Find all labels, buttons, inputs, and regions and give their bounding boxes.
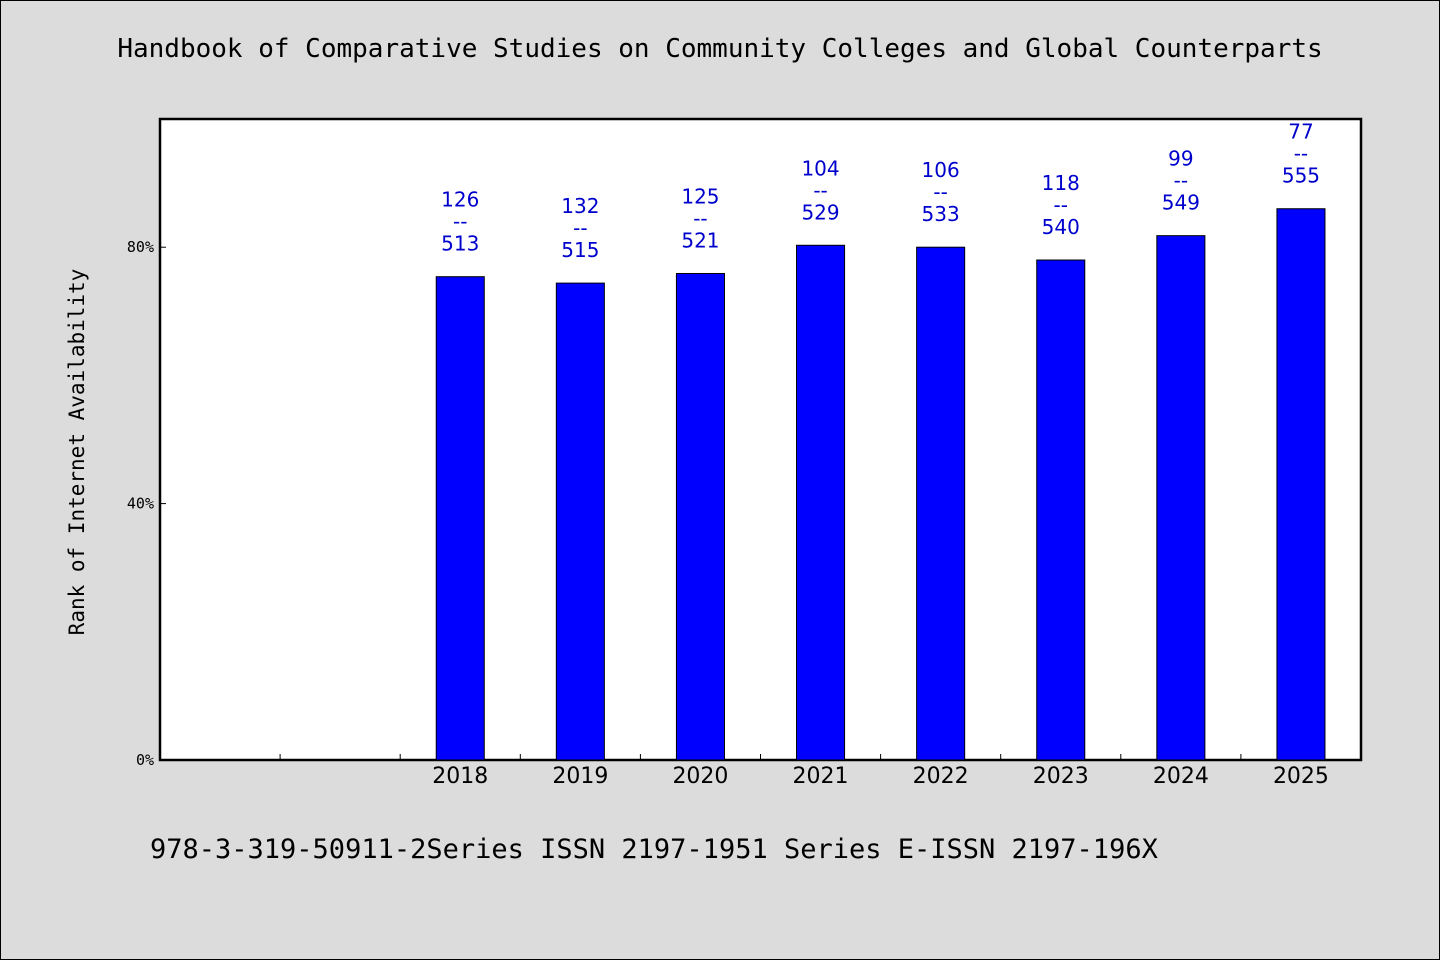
y-tick-label: 80% [127,238,154,256]
data-label-2021: 104 [801,156,839,180]
bar-2020 [675,272,725,761]
data-label-2018: 513 [441,232,479,256]
data-label-2021: 529 [801,200,839,224]
data-label-2020: 521 [681,228,719,252]
data-label-2018: 126 [441,188,479,212]
bar-2024 [1156,235,1206,761]
y-axis-label: Rank of Internet Availability [65,269,89,636]
x-axis: 2018 2019 2020 2021 2022 2023 2024 2025 [279,754,1329,789]
bar-2025 [1276,208,1326,761]
x-tick-label: 2019 [552,764,608,789]
data-label-2025: -- [1294,142,1308,166]
y-tick-label: 40% [127,495,154,513]
bar-2019 [555,282,605,761]
data-label-2025: 77 [1288,120,1313,144]
data-label-2024: 549 [1162,191,1200,215]
bar-2018 [435,276,485,761]
y-tick-label: 0% [136,751,154,769]
data-label-2023: -- [1054,193,1068,217]
x-tick-label: 2018 [432,764,488,789]
data-label-2019: 132 [561,194,599,218]
data-label-2024: 99 [1168,147,1193,171]
x-tick-label: 2025 [1273,764,1329,789]
y-axis: 0% 40% 80% [127,238,166,769]
data-label-2019: -- [573,216,587,240]
footer-isbn: 978-3-319-50911-2Series ISSN 2197-1951 S… [150,834,1158,865]
bar-2023 [1036,259,1086,761]
bar-2021 [796,244,846,761]
data-label-2024: -- [1174,169,1188,193]
data-label-2023: 118 [1042,171,1080,195]
x-tick-label: 2023 [1033,764,1089,789]
data-label-2022: 106 [922,158,960,182]
data-label-2025: 555 [1282,164,1320,188]
x-tick-label: 2024 [1153,764,1209,789]
chart-title: Handbook of Comparative Studies on Commu… [117,34,1323,64]
bar-2022 [916,246,966,761]
data-label-2023: 540 [1042,215,1080,239]
bars [435,208,1326,761]
data-label-2021: -- [813,178,827,202]
data-label-2018: -- [453,210,467,234]
data-label-2020: 125 [681,184,719,208]
x-tick-label: 2020 [672,764,728,789]
data-label-2020: -- [693,206,707,230]
x-tick-label: 2022 [913,764,969,789]
data-labels: 126--513132--515125--521104--529106--533… [441,120,1320,262]
data-label-2022: -- [933,180,947,204]
data-label-2019: 515 [561,238,599,262]
x-tick-label: 2021 [793,764,849,789]
data-label-2022: 533 [922,202,960,226]
